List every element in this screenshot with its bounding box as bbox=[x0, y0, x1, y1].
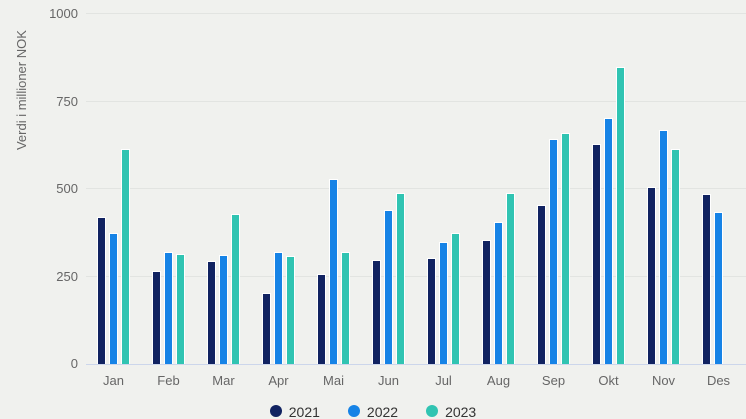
bar-group-mar bbox=[196, 14, 251, 364]
legend-dot-2023 bbox=[426, 405, 439, 417]
y-axis-title: Verdi i millioner NOK bbox=[14, 30, 29, 151]
bar-2022-mar[interactable] bbox=[219, 255, 228, 364]
gridline bbox=[86, 13, 746, 14]
bar-2022-sep[interactable] bbox=[549, 138, 558, 364]
legend-item-2021[interactable]: 2021 bbox=[269, 404, 320, 419]
legend-label: 2023 bbox=[445, 404, 477, 419]
x-axis-line bbox=[86, 364, 746, 365]
bar-group-des bbox=[691, 14, 746, 364]
bar-2022-jan[interactable] bbox=[109, 232, 118, 364]
bar-2022-des[interactable] bbox=[714, 212, 723, 364]
x-label-jul: Jul bbox=[435, 373, 452, 388]
x-label-aug: Aug bbox=[486, 373, 511, 388]
x-label-jan: Jan bbox=[103, 373, 124, 388]
chart-legend: 2021 2022 2023 bbox=[0, 404, 746, 419]
bar-2023-mar[interactable] bbox=[231, 214, 240, 364]
gridline bbox=[86, 275, 746, 277]
bar-2023-aug[interactable] bbox=[506, 192, 515, 364]
bar-2023-jul[interactable] bbox=[451, 233, 460, 364]
bar-2021-nov[interactable] bbox=[647, 186, 656, 364]
bar-2021-mai[interactable] bbox=[317, 274, 326, 364]
bar-2023-okt[interactable] bbox=[616, 67, 625, 364]
x-label-sep: Sep bbox=[541, 373, 566, 388]
bar-2021-feb[interactable] bbox=[152, 271, 161, 364]
gridline bbox=[86, 188, 746, 189]
y-tick-label: 750 bbox=[56, 93, 78, 109]
legend-dot-2021 bbox=[269, 405, 282, 417]
bar-2021-okt[interactable] bbox=[592, 144, 601, 364]
bar-2022-jul[interactable] bbox=[439, 242, 448, 364]
bar-2021-jul[interactable] bbox=[427, 258, 436, 364]
bar-2023-feb[interactable] bbox=[176, 253, 185, 364]
bar-2022-mai[interactable] bbox=[329, 178, 338, 364]
bar-group-apr bbox=[251, 14, 306, 364]
bar-group-aug bbox=[471, 14, 526, 364]
bar-groups bbox=[86, 14, 746, 364]
bar-2022-apr[interactable] bbox=[274, 252, 283, 364]
legend-item-2023[interactable]: 2023 bbox=[426, 404, 476, 419]
bar-2023-nov[interactable] bbox=[671, 149, 680, 364]
bar-2022-nov[interactable] bbox=[659, 129, 668, 364]
bar-2022-jun[interactable] bbox=[384, 210, 393, 364]
legend-dot-2022 bbox=[347, 405, 360, 417]
bar-2023-mai[interactable] bbox=[341, 252, 350, 364]
bar-group-mai bbox=[306, 14, 361, 364]
bar-group-jun bbox=[361, 14, 416, 364]
y-tick-label: 0 bbox=[70, 356, 78, 371]
bar-2022-aug[interactable] bbox=[494, 221, 503, 364]
bar-2023-sep[interactable] bbox=[561, 133, 570, 364]
legend-item-2022[interactable]: 2022 bbox=[347, 404, 399, 419]
legend-label: 2022 bbox=[366, 404, 399, 419]
bar-group-jan bbox=[86, 14, 141, 364]
bar-group-sep bbox=[526, 14, 581, 364]
bar-2021-aug[interactable] bbox=[482, 240, 491, 364]
y-tick-label: 250 bbox=[56, 268, 78, 284]
y-tick-label: 1000 bbox=[49, 6, 78, 21]
x-label-okt: Okt bbox=[598, 373, 619, 388]
bar-2022-okt[interactable] bbox=[604, 117, 613, 364]
bar-group-nov bbox=[636, 14, 691, 364]
bar-2021-des[interactable] bbox=[702, 193, 711, 364]
bar-2021-mar[interactable] bbox=[207, 261, 216, 364]
x-label-jun: Jun bbox=[378, 373, 399, 388]
bar-group-jul bbox=[416, 14, 471, 364]
bar-2021-jun[interactable] bbox=[372, 260, 381, 364]
x-label-feb: Feb bbox=[157, 373, 180, 388]
x-label-des: Des bbox=[706, 373, 731, 388]
bar-group-okt bbox=[581, 14, 636, 364]
bar-2021-jan[interactable] bbox=[97, 217, 106, 364]
legend-label: 2021 bbox=[288, 404, 320, 419]
bar-2023-jan[interactable] bbox=[121, 148, 130, 364]
x-label-nov: Nov bbox=[651, 373, 676, 388]
bar-2023-apr[interactable] bbox=[286, 256, 295, 364]
y-tick-label: 500 bbox=[56, 181, 78, 196]
x-axis-labels: Jan Feb Mar Apr Mai Jun Jul Aug Sep Okt Nov Des bbox=[86, 373, 746, 388]
bar-2022-feb[interactable] bbox=[164, 252, 173, 364]
bar-group-feb bbox=[141, 14, 196, 364]
x-label-mai: Mai bbox=[323, 373, 344, 388]
x-label-mar: Mar bbox=[212, 373, 235, 388]
bar-2021-apr[interactable] bbox=[262, 292, 271, 364]
x-label-apr: Apr bbox=[268, 373, 289, 388]
plot-area bbox=[86, 13, 746, 365]
gridline bbox=[86, 100, 746, 102]
bar-2021-sep[interactable] bbox=[537, 204, 546, 364]
bar-2023-jun[interactable] bbox=[396, 192, 405, 364]
